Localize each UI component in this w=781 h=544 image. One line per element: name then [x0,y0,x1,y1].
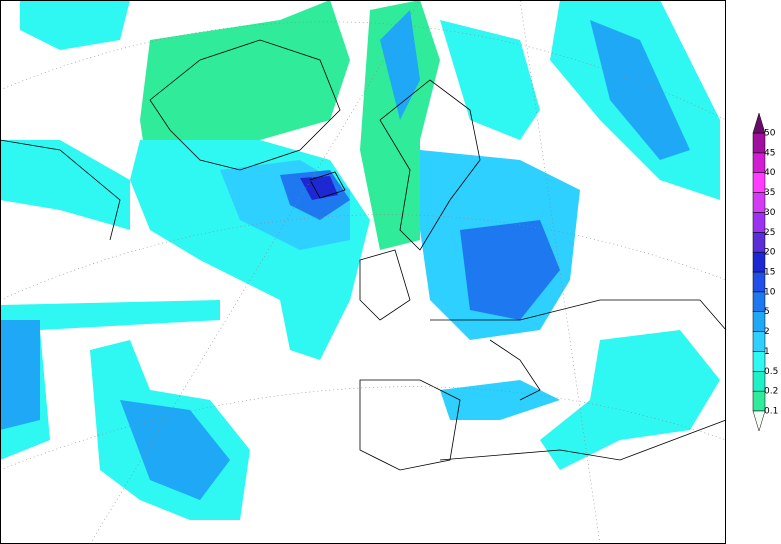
coastline [149,39,341,171]
colorbar-over [752,112,766,134]
precip-area [120,400,230,500]
precip-area [380,10,420,120]
colorbar-label: 1 [764,347,770,357]
precip-area [590,20,690,160]
coastline [489,339,541,401]
colorbar-label: 0.5 [764,367,778,377]
precip-area [20,0,130,50]
precip-area [460,220,560,320]
coastlines [0,39,727,471]
colorbar-label: 0.1 [764,407,778,417]
colorbar-label: 40 [764,168,776,178]
precip-area [440,20,540,140]
colorbar-label: 50 [764,129,776,139]
colorbar-under [752,410,766,432]
graticule-line [0,214,727,301]
colorbar-label: 2 [764,327,770,337]
coastline [359,249,411,321]
colorbar-label: 45 [764,148,775,158]
graticule [0,0,727,544]
precip-area [0,140,130,230]
colorbar-label: 20 [764,248,776,258]
precip-area [0,300,220,460]
coastline [0,139,121,241]
coastline [430,299,727,331]
precip-area [300,176,338,200]
precip-area [0,320,40,430]
coastline [359,379,461,471]
precip-area [440,380,560,420]
precipitation-field [0,0,720,520]
colorbar-label: 15 [764,268,775,278]
colorbar-label: 0.2 [764,387,778,397]
precip-area [540,330,720,470]
colorbar-label: 25 [764,228,775,238]
colorbar-label: 35 [764,188,775,198]
colorbar-label: 5 [764,307,770,317]
coastline [309,171,346,199]
colorbar-label: 30 [764,208,776,218]
coastline [379,79,481,251]
coastline [439,419,727,461]
colorbar-label: 10 [764,287,776,297]
